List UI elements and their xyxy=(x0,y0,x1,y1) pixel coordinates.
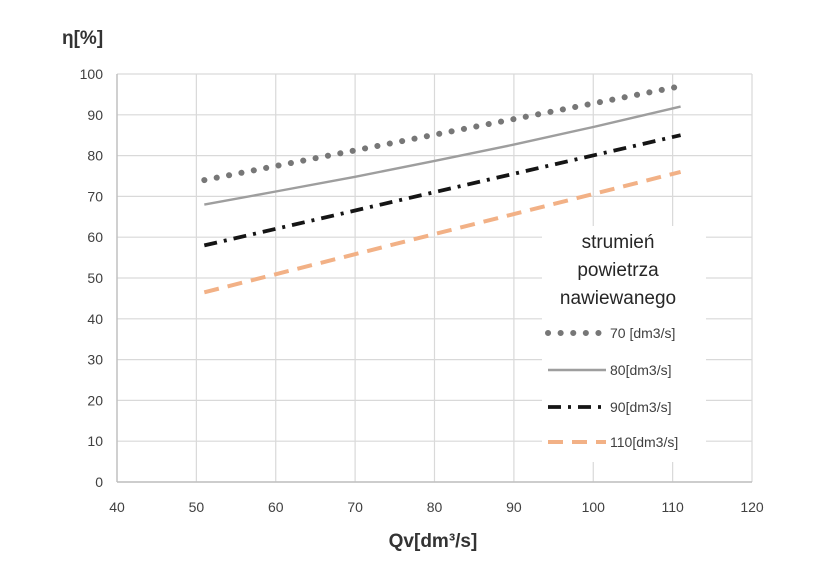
x-tick-label: 110 xyxy=(661,499,684,515)
y-tick-label: 100 xyxy=(80,66,104,82)
legend-label-4: 110[dm3/s] xyxy=(610,434,678,450)
x-tick-label: 60 xyxy=(268,499,284,515)
legend-label-3: 90[dm3/s] xyxy=(610,399,671,415)
y-tick-label: 60 xyxy=(87,229,103,245)
series-lines xyxy=(201,83,684,295)
series-line-1 xyxy=(201,83,684,184)
legend-title-line-1: strumień xyxy=(582,232,655,253)
y-tick-label: 10 xyxy=(87,433,103,449)
y-tick-label: 80 xyxy=(87,148,103,164)
series-line-2 xyxy=(204,105,681,206)
x-tick-label: 120 xyxy=(740,499,764,515)
legend-label-1: 70 [dm3/s] xyxy=(610,325,675,341)
x-axis-title: Qv[dm³/s] xyxy=(389,531,478,552)
series-line-3 xyxy=(203,133,682,248)
y-tick-label: 50 xyxy=(87,270,103,286)
series-line-4 xyxy=(203,169,682,295)
y-axis-title: η[%] xyxy=(62,28,103,49)
y-tick-label: 0 xyxy=(95,474,103,490)
y-tick-label: 90 xyxy=(87,107,103,123)
x-tick-label: 100 xyxy=(582,499,606,515)
y-tick-label: 70 xyxy=(87,188,103,204)
x-tick-label: 40 xyxy=(109,499,125,515)
legend-title-line-2: powietrza xyxy=(577,260,659,281)
legend-background xyxy=(542,226,706,462)
legend: strumień powietrza nawiewanego 70 [dm3/s… xyxy=(542,226,706,462)
x-tick-label: 80 xyxy=(427,499,443,515)
y-tick-label: 40 xyxy=(87,311,103,327)
x-tick-label: 90 xyxy=(506,499,522,515)
legend-label-2: 80[dm3/s] xyxy=(610,362,671,378)
y-tick-label: 20 xyxy=(87,392,103,408)
tick-labels: 40 50 60 70 80 90 100 110 120 0 10 20 30 40 50 60 70 80 90… xyxy=(80,66,764,515)
x-tick-label: 70 xyxy=(347,499,363,515)
legend-title-line-3: nawiewanego xyxy=(560,288,676,309)
x-tick-label: 50 xyxy=(189,499,205,515)
y-tick-label: 30 xyxy=(87,352,103,368)
legend-entries: 70 [dm3/s] 80[dm3/s] 90[dm3/s] 110[dm3/s] xyxy=(545,325,678,450)
